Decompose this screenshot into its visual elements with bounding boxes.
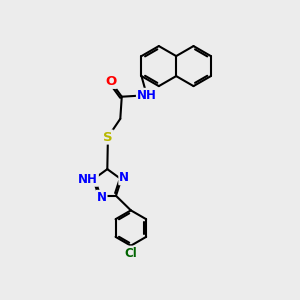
Text: NH: NH [78, 173, 98, 186]
Text: O: O [105, 75, 116, 88]
Text: S: S [103, 130, 113, 143]
Text: N: N [119, 171, 129, 184]
Text: N: N [97, 191, 106, 204]
Text: Cl: Cl [124, 247, 137, 260]
Text: NH: NH [137, 89, 157, 102]
